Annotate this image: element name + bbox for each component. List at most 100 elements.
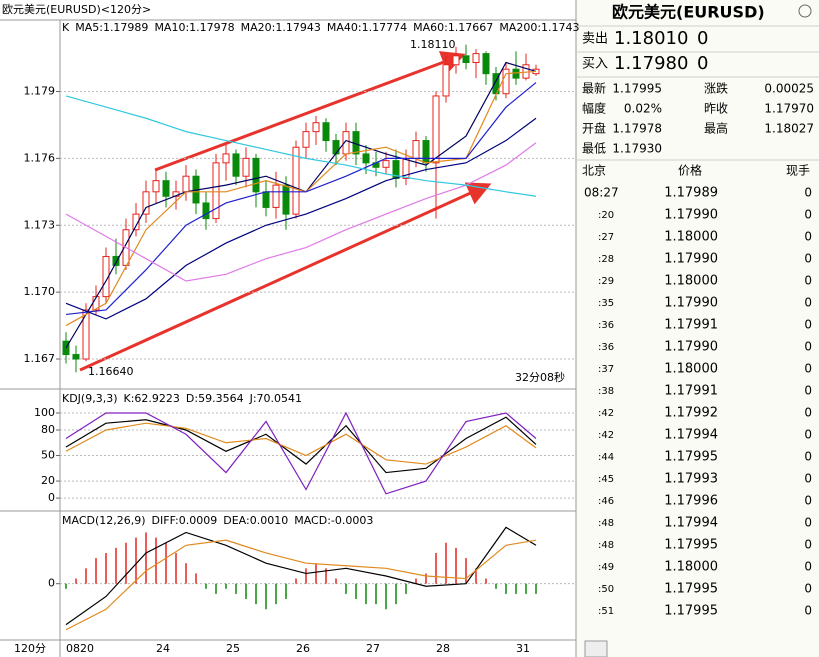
y-tick-label: 0 — [48, 491, 55, 504]
period-label: 120分 — [14, 642, 46, 655]
indicator-line — [65, 539, 537, 631]
annotation: 32分08秒 — [515, 370, 565, 384]
candle-body — [162, 180, 170, 197]
stat-value: 1.17995 — [612, 82, 662, 96]
quote-title: 欧元美元(EURUSD) — [612, 3, 765, 22]
tick-time: 08:27 — [584, 186, 619, 200]
legend-entry: MA5:1.17989 — [75, 21, 148, 34]
tick-volume: 0 — [804, 252, 812, 266]
quote-volume: 0 — [697, 28, 708, 49]
tick-volume: 0 — [804, 560, 812, 574]
tick-time: :42 — [598, 408, 614, 419]
candle-body — [462, 55, 470, 64]
stat-value: 1.17970 — [764, 102, 814, 116]
stat-value: 1.17930 — [612, 142, 662, 156]
tick-volume: 0 — [804, 318, 812, 332]
tick-price: 1.17994 — [664, 516, 718, 531]
tick-time: :48 — [598, 518, 614, 529]
stat-value: 0.02% — [624, 102, 662, 116]
tick-volume: 0 — [804, 428, 812, 442]
stat-label: 最低 — [582, 142, 606, 156]
x-tick-label: 0820 — [66, 642, 94, 655]
tick-volume: 0 — [804, 538, 812, 552]
tick-time: :48 — [598, 540, 614, 551]
legend-entry: MA10:1.17978 — [154, 21, 234, 34]
tick-price: 1.18000 — [664, 362, 718, 377]
candle-body — [482, 53, 490, 75]
candle-body — [202, 202, 210, 220]
candle-body — [412, 140, 420, 159]
candle-body — [272, 184, 280, 208]
candle-body — [472, 53, 480, 64]
trend-arrow — [79, 182, 492, 372]
tick-price: 1.17993 — [664, 472, 718, 487]
x-tick-label: 24 — [156, 642, 170, 655]
tick-price: 1.17989 — [664, 186, 718, 201]
tick-price: 1.17991 — [664, 318, 718, 333]
tick-time: :51 — [598, 606, 614, 617]
tab[interactable] — [584, 640, 608, 657]
legend-entry: MA20:1.17943 — [241, 21, 321, 34]
indicator-line — [65, 411, 537, 495]
x-tick-label: 26 — [296, 642, 310, 655]
tick-volume: 0 — [804, 208, 812, 222]
panel-title: KDJ(9,3,3) — [62, 392, 118, 405]
indicator-line — [65, 82, 537, 316]
tick-volume: 0 — [804, 274, 812, 288]
tick-price: 1.17995 — [664, 450, 718, 465]
legend-entry: D:59.3564 — [186, 392, 244, 405]
indicator-line — [65, 422, 537, 465]
quote-price: 1.17980 — [614, 53, 688, 74]
tick-price: 1.17995 — [664, 604, 718, 619]
tick-price: 1.18000 — [664, 560, 718, 575]
legend-entry: J:70.0541 — [249, 392, 302, 405]
tick-time: :44 — [598, 452, 614, 463]
y-tick-label: 50 — [41, 449, 55, 462]
tick-time: :28 — [598, 254, 614, 265]
tick-volume: 0 — [804, 516, 812, 530]
x-tick-label: 25 — [226, 642, 240, 655]
indicator-line — [65, 95, 537, 197]
y-tick-label: 1.176 — [24, 151, 56, 164]
quote-label: 买入 — [582, 57, 608, 72]
legend-entry: MACD:-0.0003 — [294, 514, 373, 527]
trend-arrow — [154, 51, 466, 172]
tick-price: 1.18000 — [664, 230, 718, 245]
y-tick-label: 0 — [48, 577, 55, 590]
candle-body — [362, 153, 370, 164]
y-tick-label: 20 — [41, 474, 55, 487]
tick-price: 1.17990 — [664, 208, 718, 223]
y-tick-label: 1.179 — [24, 85, 56, 98]
tick-time: :50 — [598, 584, 614, 595]
tick-price: 1.17995 — [664, 582, 718, 597]
settings-icon[interactable] — [798, 4, 812, 18]
panel-title: MACD(12,26,9) — [62, 514, 146, 527]
candle-body — [442, 64, 450, 97]
quote-volume: 0 — [697, 53, 708, 74]
tick-price: 1.17991 — [664, 384, 718, 399]
tick-volume: 0 — [804, 406, 812, 420]
y-tick-label: 80 — [41, 423, 55, 436]
tick-time: :35 — [598, 298, 614, 309]
tick-time: :36 — [598, 342, 614, 353]
tick-time: :29 — [598, 276, 614, 287]
candle-body — [222, 153, 230, 164]
x-tick-label: 28 — [436, 642, 450, 655]
y-tick-label: 1.173 — [24, 218, 56, 231]
tick-price: 1.18000 — [664, 274, 718, 289]
tick-volume: 0 — [804, 494, 812, 508]
candle-body — [142, 191, 150, 215]
quote-panel — [576, 0, 819, 657]
candle-body — [152, 180, 160, 193]
ticks-header: 价格 — [678, 163, 702, 178]
x-tick-label: 31 — [516, 642, 530, 655]
indicator-line — [65, 117, 537, 320]
tick-price: 1.17996 — [664, 494, 718, 509]
candle-body — [382, 160, 390, 168]
legend-entry: MA60:1.17667 — [413, 21, 493, 34]
legend-entry: DEA:0.0010 — [223, 514, 288, 527]
candle-body — [82, 309, 90, 360]
tick-price: 1.17995 — [664, 538, 718, 553]
candle-body — [322, 122, 330, 142]
candle-body — [212, 162, 220, 220]
